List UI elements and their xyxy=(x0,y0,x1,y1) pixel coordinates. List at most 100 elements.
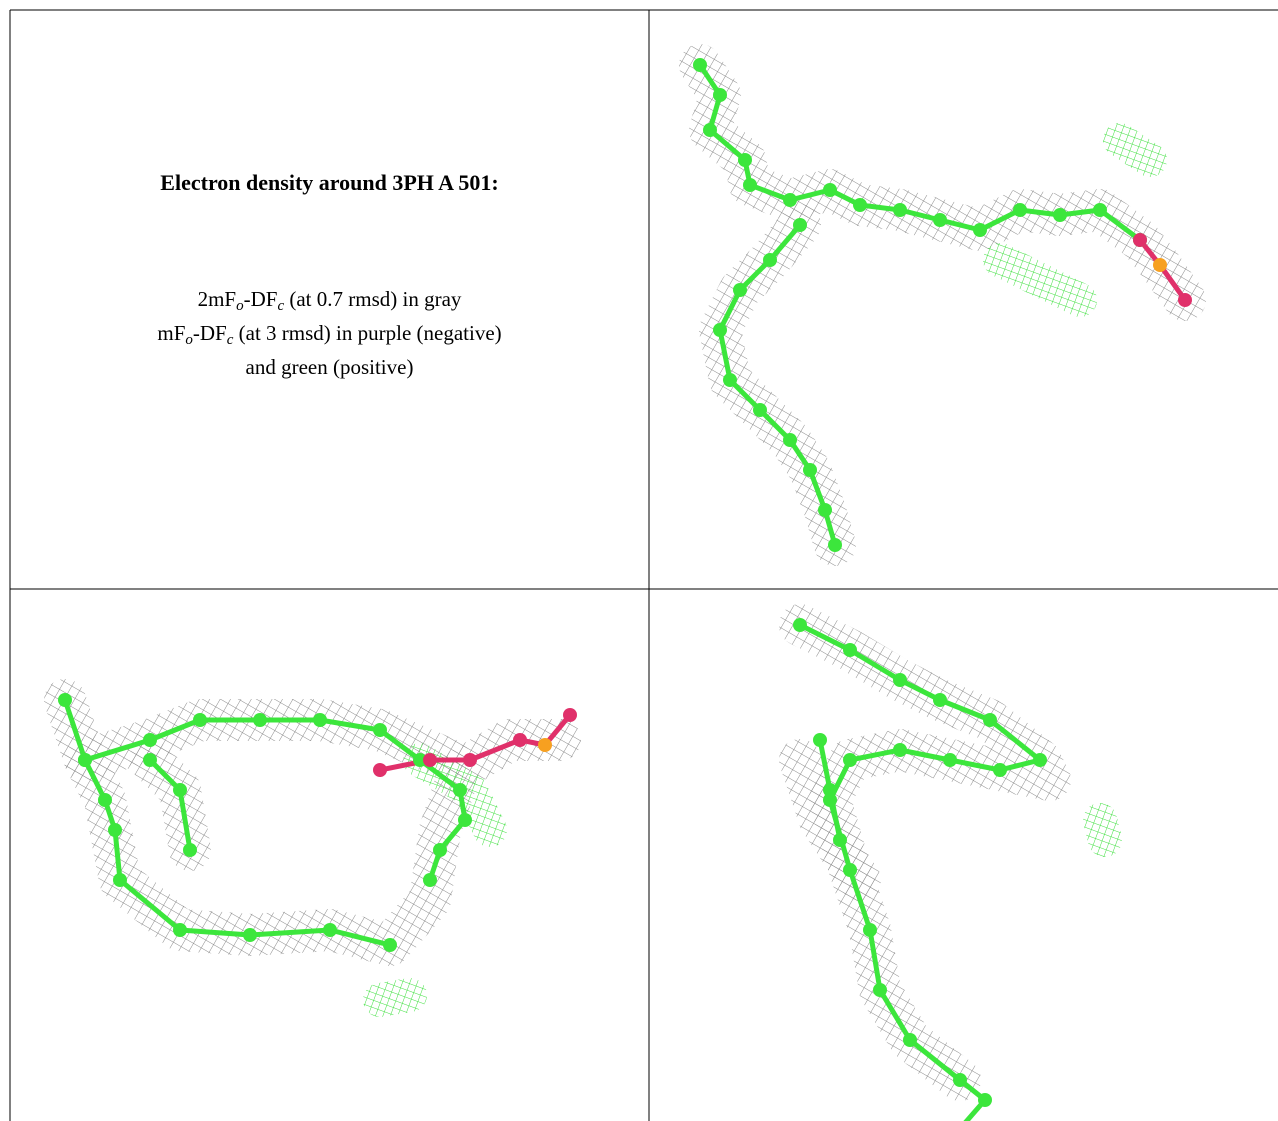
atom xyxy=(693,58,707,72)
atom xyxy=(423,873,437,887)
atom xyxy=(823,793,837,807)
atom xyxy=(903,1033,917,1047)
atom xyxy=(978,1093,992,1107)
atom xyxy=(373,763,387,777)
atom xyxy=(823,783,837,797)
atom xyxy=(78,753,92,767)
figure-title: Electron density around 3PH A 501: xyxy=(160,170,499,195)
subscript: o xyxy=(236,298,244,314)
atom xyxy=(323,923,337,937)
atom xyxy=(803,463,817,477)
atom xyxy=(433,843,447,857)
atom xyxy=(893,203,907,217)
atom xyxy=(413,753,427,767)
legend-text: 2mF xyxy=(197,287,237,311)
atom xyxy=(813,733,827,747)
atom xyxy=(173,783,187,797)
atom xyxy=(953,1073,967,1087)
legend: 2mFo-DFc (at 0.7 rmsd) in gray mFo-DFc (a… xyxy=(10,282,649,384)
atom xyxy=(193,713,207,727)
atom xyxy=(873,983,887,997)
atom xyxy=(143,753,157,767)
atom xyxy=(1178,293,1192,307)
atom xyxy=(243,928,257,942)
atom xyxy=(723,373,737,387)
atom xyxy=(743,178,757,192)
atom xyxy=(843,753,857,767)
atom xyxy=(843,863,857,877)
positive-density xyxy=(363,978,427,1017)
legend-line: and green (positive) xyxy=(10,350,649,384)
atom xyxy=(1033,753,1047,767)
atom xyxy=(108,823,122,837)
atom xyxy=(113,873,127,887)
atom xyxy=(253,713,267,727)
atom xyxy=(973,223,987,237)
atom xyxy=(863,923,877,937)
atom xyxy=(983,713,997,727)
atom xyxy=(458,813,472,827)
atom xyxy=(943,753,957,767)
atom xyxy=(713,88,727,102)
atom xyxy=(563,708,577,722)
atom xyxy=(713,323,727,337)
atom xyxy=(738,153,752,167)
table-lines xyxy=(9,9,1278,1121)
atom xyxy=(843,643,857,657)
bond xyxy=(697,62,1143,243)
legend-line: 2mFo-DFc (at 0.7 rmsd) in gray xyxy=(10,282,649,316)
atom xyxy=(993,763,1007,777)
atom xyxy=(313,713,327,727)
atom xyxy=(783,193,797,207)
atom xyxy=(373,723,387,737)
atom xyxy=(1133,233,1147,247)
atom xyxy=(1153,258,1167,272)
atom xyxy=(513,733,527,747)
atom xyxy=(703,123,717,137)
atom xyxy=(58,693,72,707)
atom xyxy=(1013,203,1027,217)
subscript: c xyxy=(277,298,285,314)
atom xyxy=(453,783,467,797)
atom xyxy=(173,923,187,937)
legend-text: -DF xyxy=(192,321,227,345)
legend-text: (at 3 rmsd) in purple (negative) xyxy=(233,321,502,345)
atom xyxy=(818,503,832,517)
atom xyxy=(828,538,842,552)
bond xyxy=(717,222,838,548)
atom xyxy=(793,618,807,632)
atom xyxy=(833,833,847,847)
positive-density xyxy=(1083,803,1122,857)
atom xyxy=(733,283,747,297)
atom xyxy=(143,733,157,747)
atom xyxy=(933,213,947,227)
positive-density xyxy=(1103,123,1167,177)
density-images xyxy=(44,44,1206,1121)
atom xyxy=(423,753,437,767)
atom xyxy=(823,183,837,197)
atom xyxy=(793,218,807,232)
atom xyxy=(933,693,947,707)
legend-line: mFo-DFc (at 3 rmsd) in purple (negative) xyxy=(10,316,649,350)
legend-text: -DF xyxy=(243,287,278,311)
atom xyxy=(1093,203,1107,217)
atom xyxy=(753,403,767,417)
atom xyxy=(183,843,197,857)
atom xyxy=(893,743,907,757)
legend-text: and green (positive) xyxy=(245,355,414,379)
legend-text: mF xyxy=(157,321,186,345)
bond xyxy=(797,622,1043,1121)
atom xyxy=(1053,208,1067,222)
subscript: o xyxy=(185,332,193,348)
subscript: c xyxy=(226,332,234,348)
atom xyxy=(893,673,907,687)
atom xyxy=(98,793,112,807)
atom xyxy=(763,253,777,267)
atom xyxy=(383,938,397,952)
atom xyxy=(538,738,552,752)
atom xyxy=(463,753,477,767)
positive-density xyxy=(983,243,1097,317)
atom xyxy=(783,433,797,447)
